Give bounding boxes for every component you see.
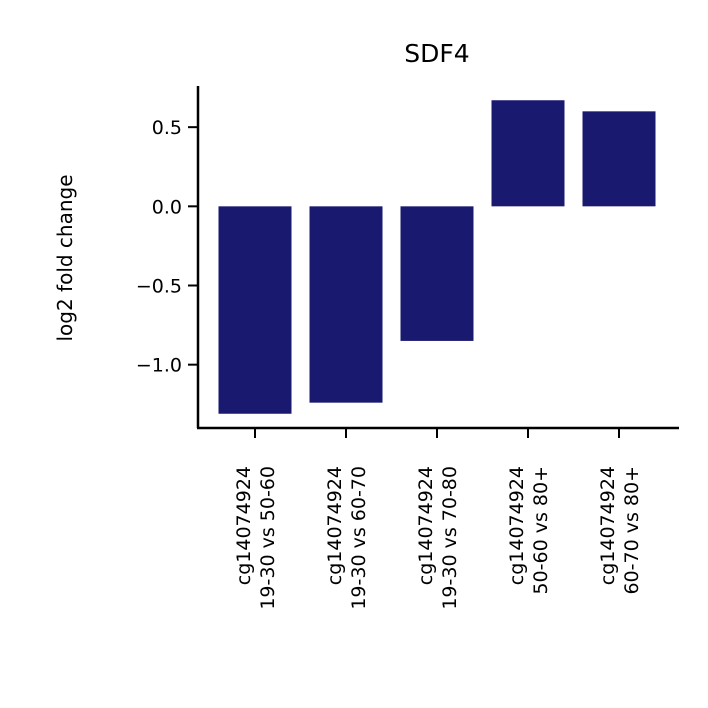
y-ticks-group: 0.5 0.0 −0.5 −1.0 xyxy=(136,117,198,377)
bar-1 xyxy=(218,206,292,414)
y-tick-label-2: 0.0 xyxy=(152,196,182,218)
chart-title: SDF4 xyxy=(404,39,469,68)
bar-2 xyxy=(309,206,383,403)
bar-3 xyxy=(400,206,474,341)
x-tick-label-4: cg14074924 50-60 vs 80+ xyxy=(506,466,552,595)
bar-5 xyxy=(582,111,656,207)
bar-4 xyxy=(491,100,565,207)
y-tick-label-4: −1.0 xyxy=(136,355,182,377)
x-tick-label-1: cg14074924 19-30 vs 50-60 xyxy=(233,466,279,610)
x-tick-label-5: cg14074924 60-70 vs 80+ xyxy=(597,466,643,595)
x-tick-label-3: cg14074924 19-30 vs 70-80 xyxy=(415,466,461,610)
y-axis-label: log2 fold change xyxy=(53,174,77,341)
x-ticks-group: cg14074924 19-30 vs 50-60 cg14074924 19-30 … xyxy=(233,428,643,610)
bars-group xyxy=(218,100,656,414)
x-tick-label-2: cg14074924 19-30 vs 60-70 xyxy=(324,466,370,610)
y-tick-label-1: 0.5 xyxy=(152,117,182,139)
y-tick-label-3: −0.5 xyxy=(136,276,182,298)
